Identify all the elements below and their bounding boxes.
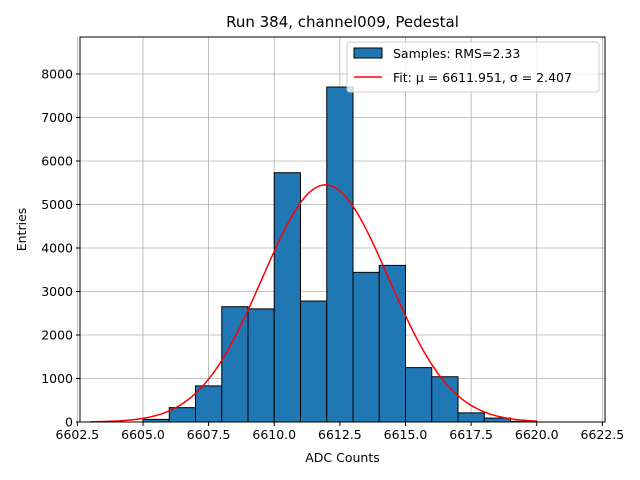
x-tick-label: 6607.5: [187, 427, 231, 442]
x-tick-label: 6620.0: [515, 427, 559, 442]
y-tick-label: 7000: [41, 110, 73, 125]
legend-fit-label: Fit: μ = 6611.951, σ = 2.407: [393, 70, 572, 85]
y-tick-label: 1000: [41, 371, 73, 386]
x-tick-label: 6602.5: [56, 427, 100, 442]
histogram-bar-6617: [457, 412, 485, 423]
x-tick-label: 6605.0: [121, 427, 165, 442]
plot-frame: [79, 36, 606, 423]
histogram-bar-6609: [247, 308, 275, 423]
histogram-bar-6613: [352, 271, 380, 423]
legend-box: [346, 41, 600, 93]
x-tick-label: 6622.5: [581, 427, 625, 442]
y-tick-label: 2000: [41, 327, 73, 342]
chart-title: Run 384, channel009, Pedestal: [226, 13, 459, 31]
histogram-bar-6612: [326, 86, 354, 423]
y-tick-label: 4000: [41, 240, 73, 255]
y-tick-label: 3000: [41, 284, 73, 299]
y-tick-label: 6000: [41, 153, 73, 168]
histogram-bar-6614: [378, 264, 406, 423]
histogram-bar-6616: [431, 376, 459, 423]
histogram-bar-6608: [221, 306, 249, 423]
y-tick-label: 8000: [41, 66, 73, 81]
legend-samples-swatch: [353, 47, 383, 59]
legend-samples-label: Samples: RMS=2.33: [393, 46, 520, 61]
y-axis-label: Entries: [14, 208, 29, 252]
x-tick-label: 6610.0: [252, 427, 296, 442]
fit-curve: [90, 184, 537, 423]
x-axis-label: ADC Counts: [305, 450, 380, 465]
x-tick-label: 6612.5: [318, 427, 362, 442]
histogram-bars: [142, 86, 538, 423]
x-tick-label: 6615.0: [384, 427, 428, 442]
x-tick-label: 6617.5: [449, 427, 493, 442]
histogram-bar-6611: [300, 300, 328, 423]
y-tick-label: 0: [65, 415, 73, 430]
histogram-bar-6610: [273, 172, 301, 423]
histogram-bar-6615: [405, 367, 433, 423]
y-tick-label: 5000: [41, 197, 73, 212]
y-axis-ticks: 0 1000 2000 3000 4000 5000 6000 7000 8000: [41, 66, 80, 430]
x-axis-ticks: 6602.5 6605.0 6607.5 6610.0 6612.5 6615.0 6617…: [56, 422, 625, 442]
legend: Samples: RMS=2.33 Fit: μ = 6611.951, σ =…: [346, 41, 600, 93]
histogram-bar-6607: [195, 385, 223, 423]
